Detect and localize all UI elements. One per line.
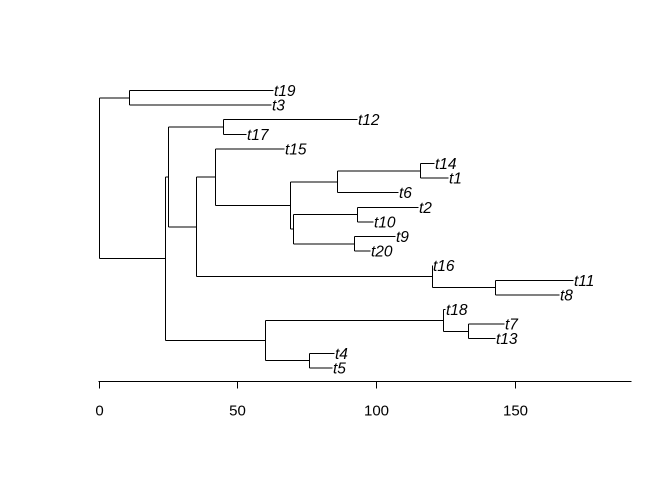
x-axis: 0 50 100 150 (95, 381, 632, 420)
tip-label-t13: t13 (496, 331, 518, 348)
axis-ticks: 0 50 100 150 (95, 381, 528, 420)
axis-tick-label-150: 150 (503, 403, 528, 420)
tip-label-t18: t18 (446, 302, 468, 319)
tree-branches (99, 90, 574, 369)
axis-tick-label-50: 50 (229, 403, 246, 420)
tip-label-t10: t10 (374, 214, 396, 231)
tip-label-t17: t17 (247, 127, 270, 144)
tip-label-t4: t4 (335, 346, 348, 363)
tip-label-t6: t6 (399, 185, 412, 202)
tip-label-t2: t2 (419, 200, 432, 217)
tip-label-t16: t16 (433, 258, 455, 275)
tip-label-t1: t1 (449, 171, 462, 188)
tip-label-t14: t14 (435, 156, 457, 173)
tip-label-t15: t15 (285, 141, 307, 158)
tip-label-t7: t7 (505, 317, 519, 334)
tip-label-t9: t9 (396, 229, 409, 246)
tip-label-t3: t3 (272, 98, 285, 115)
tip-label-t5: t5 (333, 360, 346, 377)
tip-label-t8: t8 (560, 287, 573, 304)
tip-label-t19: t19 (274, 83, 296, 100)
tip-label-t12: t12 (358, 112, 380, 129)
axis-tick-label-100: 100 (364, 403, 389, 420)
tip-label-t20: t20 (371, 244, 393, 261)
tip-label-t11: t11 (574, 273, 594, 290)
axis-tick-label-0: 0 (95, 403, 103, 420)
